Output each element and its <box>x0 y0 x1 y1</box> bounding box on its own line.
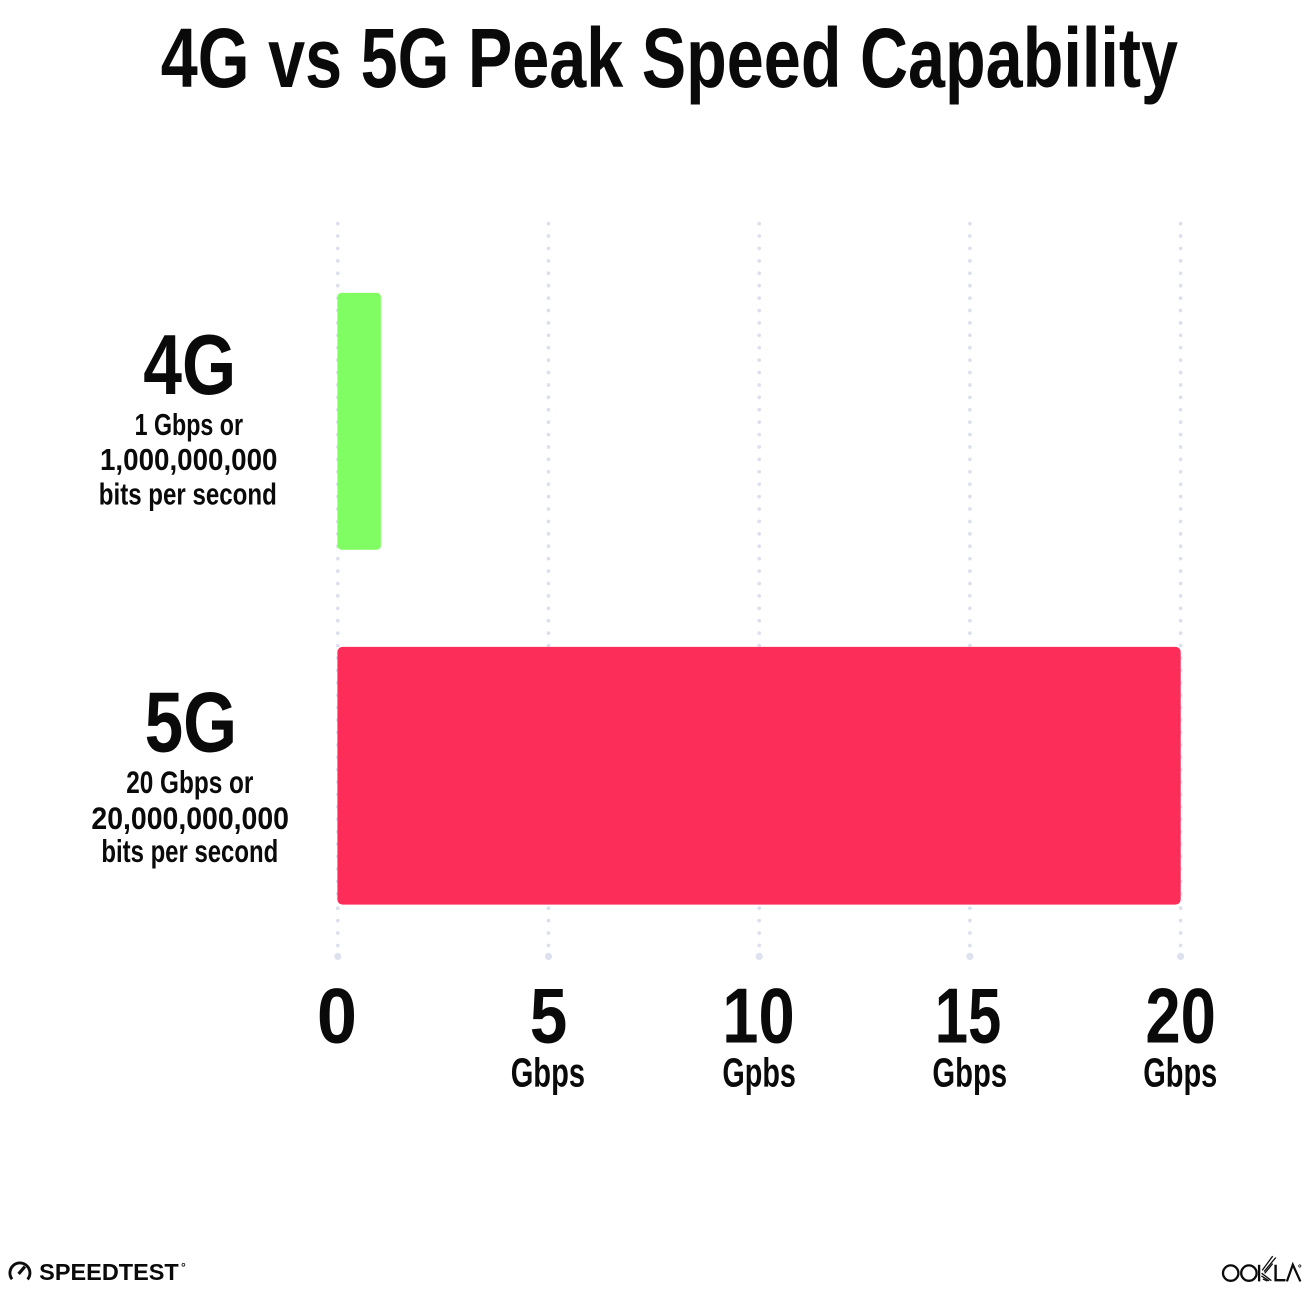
svg-text:bits per second: bits per second <box>101 834 278 869</box>
svg-text:20 Gbps or: 20 Gbps or <box>126 765 253 800</box>
svg-text:0: 0 <box>317 974 357 1060</box>
svg-text:SPEEDTEST: SPEEDTEST <box>39 1259 179 1285</box>
svg-text:20: 20 <box>1145 974 1216 1060</box>
svg-text:1,000,000,000: 1,000,000,000 <box>100 443 278 477</box>
svg-text:15: 15 <box>935 974 1002 1060</box>
svg-text:5G: 5G <box>145 676 238 771</box>
svg-text:bits per second: bits per second <box>99 477 277 511</box>
svg-text:20,000,000,000: 20,000,000,000 <box>91 801 289 836</box>
svg-text:Gbps: Gbps <box>932 1049 1007 1095</box>
svg-text:10: 10 <box>722 974 794 1060</box>
svg-text:Gpbs: Gpbs <box>722 1049 796 1095</box>
svg-text:1 Gbps or: 1 Gbps or <box>135 408 243 442</box>
svg-text:4G: 4G <box>143 318 236 413</box>
svg-text:Gbps: Gbps <box>1143 1049 1217 1095</box>
svg-text:4G vs 5G Peak Speed Capability: 4G vs 5G Peak Speed Capability <box>161 10 1178 105</box>
svg-text:5: 5 <box>530 974 568 1060</box>
svg-text:Gbps: Gbps <box>511 1049 585 1095</box>
